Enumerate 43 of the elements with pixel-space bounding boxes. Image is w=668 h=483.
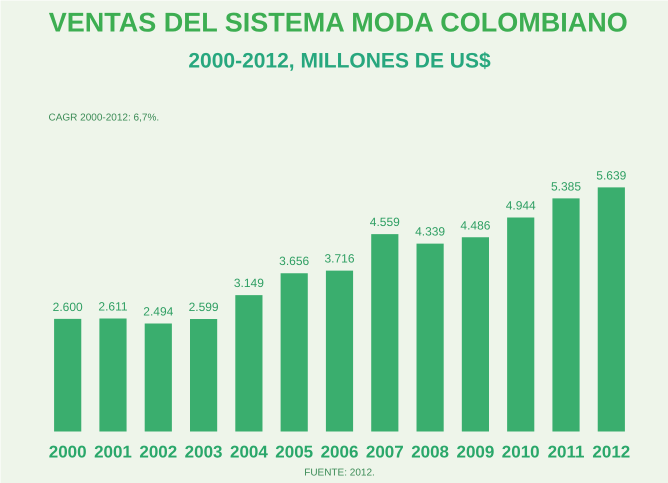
x-tick-label: 2010 (502, 442, 540, 462)
x-tick-label: 2007 (366, 442, 404, 462)
data-label: 4.339 (415, 224, 446, 239)
x-tick-label: 2001 (94, 442, 132, 462)
data-label: 4.486 (460, 218, 491, 232)
data-label: 2.611 (98, 299, 128, 314)
x-tick-label: 2006 (320, 442, 358, 462)
data-label: 5.385 (551, 179, 582, 194)
x-tick-label: 2011 (548, 442, 584, 462)
data-label: 2.494 (143, 304, 174, 319)
bar (235, 295, 262, 432)
x-tick-label: 2004 (230, 442, 268, 462)
data-label: 4.559 (370, 215, 400, 230)
bar (326, 270, 354, 432)
bar (462, 237, 489, 432)
bar (99, 318, 127, 432)
text: CAGR 2000-2012: 6,7%. (48, 112, 160, 124)
data-label: 2.600 (52, 300, 84, 314)
x-tick-label: 2003 (184, 442, 223, 462)
bar (54, 318, 82, 432)
x-tick-label: 2008 (411, 442, 450, 462)
data-label: 3.149 (234, 276, 264, 290)
bar (507, 217, 534, 432)
data-label: 3.656 (279, 254, 310, 268)
source-note: FUENTE: 2012. (304, 468, 375, 478)
bar (280, 273, 308, 432)
x-tick-label: 2012 (592, 442, 630, 462)
data-label: 2.599 (188, 300, 219, 314)
bar (598, 187, 625, 432)
x-tick-label: 2000 (48, 442, 87, 462)
chart-subtitle: 2000-2012, MILLONES DE US$ (188, 50, 491, 72)
bar (144, 324, 172, 432)
x-tick-label: 2009 (456, 442, 494, 462)
data-label: 4.944 (506, 198, 536, 212)
bar (552, 198, 580, 432)
data-label: 5.639 (596, 168, 627, 182)
x-tick-label: 2002 (139, 442, 178, 462)
bar (371, 234, 398, 432)
data-label: 3.716 (324, 252, 355, 266)
x-tick-label: 2005 (275, 442, 314, 462)
bar (416, 244, 444, 432)
bar (190, 318, 218, 432)
chart-title: VENTAS DEL SISTEMA MODA COLOMBIANO (48, 8, 628, 38)
